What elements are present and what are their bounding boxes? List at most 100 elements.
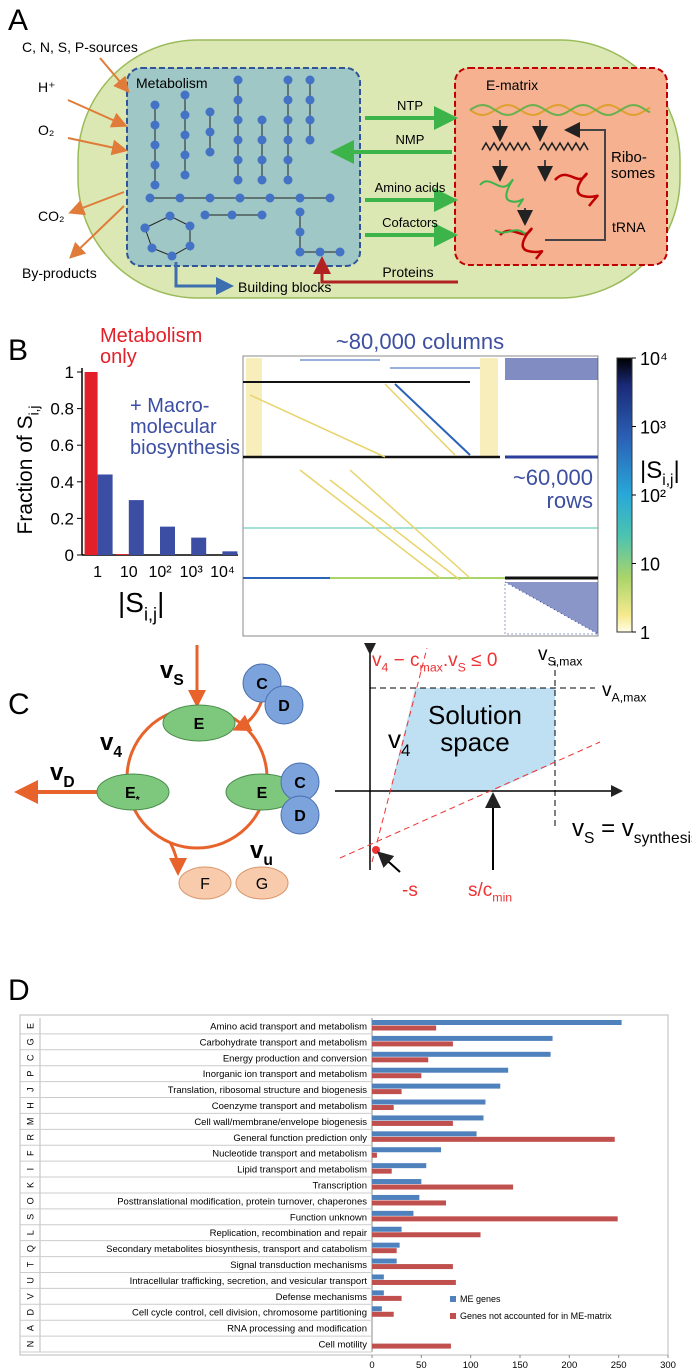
- x-axis-label: |Si,j|: [118, 587, 164, 624]
- input-label: C, N, S, P-sources: [22, 39, 138, 55]
- panel-label: B: [8, 334, 28, 367]
- legend-entry: + Macro-molecular biosynthesis: [130, 395, 241, 459]
- bar: [372, 1089, 402, 1095]
- metabolite: [283, 75, 293, 85]
- category-code: K: [25, 1182, 35, 1188]
- flux-label: vS: [160, 657, 184, 689]
- exchange-label: Cofactors: [382, 215, 438, 230]
- flux-label: vD: [50, 759, 75, 791]
- bar: [97, 474, 113, 555]
- enzyme-label: E: [194, 716, 205, 733]
- mrna: [481, 141, 531, 152]
- colorbar-tick-label: 1: [640, 623, 650, 643]
- category-code: Q: [25, 1245, 35, 1252]
- cofactor: [264, 685, 304, 725]
- bar: [84, 372, 98, 555]
- category-code: D: [25, 1308, 35, 1315]
- category-code: U: [25, 1277, 35, 1284]
- subscript: min: [492, 891, 512, 905]
- ribosome: [499, 227, 544, 260]
- y-tick-label: Cell cycle control, cell division, chrom…: [132, 1308, 367, 1319]
- e-matrix-label: E-matrix: [486, 77, 538, 93]
- subscript: u: [263, 852, 273, 869]
- y-tick-label: Lipid transport and metabolism: [237, 1165, 367, 1176]
- x-tick-label: 10⁴: [210, 564, 235, 581]
- cofactor-label: D: [278, 698, 290, 715]
- colorbar-tick-label: 10⁴: [640, 349, 668, 369]
- input-label: CO₂: [38, 208, 64, 224]
- y-tick-label: 0: [65, 546, 74, 565]
- bar: [372, 1179, 422, 1185]
- bar: [372, 1232, 481, 1238]
- y-tick-label: Transcription: [312, 1181, 367, 1192]
- y-axis-label: Fraction of Si,j: [14, 406, 41, 535]
- cofactor-label: D: [294, 808, 306, 825]
- category-code: R: [25, 1134, 35, 1141]
- bar: [372, 1168, 392, 1174]
- input-arrow: [99, 57, 130, 94]
- x-tick-label: 200: [561, 1360, 577, 1371]
- text-part: v: [602, 680, 612, 701]
- matrix-block: [505, 358, 598, 380]
- y-tick-label: Coenzyme transport and metabolism: [212, 1101, 367, 1112]
- bar: [372, 1163, 427, 1169]
- x-tick-label: 150: [512, 1360, 528, 1371]
- category-code: I: [25, 1168, 35, 1171]
- metabolite: [180, 150, 190, 160]
- constraint-line: [371, 647, 428, 863]
- y-tick-label: RNA processing and modification: [227, 1324, 367, 1335]
- bar: [372, 1067, 509, 1073]
- metabolite: [283, 95, 293, 105]
- metabolite: [233, 135, 243, 145]
- metabolite: [235, 193, 245, 203]
- metabolite: [257, 175, 267, 185]
- category-code: N: [25, 1341, 35, 1348]
- metabolite: [227, 210, 237, 220]
- bar: [372, 1210, 414, 1216]
- colorbar-label: |Si,j|: [640, 457, 680, 489]
- bar: [372, 1200, 446, 1206]
- bar: [372, 1216, 618, 1222]
- metabolite: [233, 75, 243, 85]
- metabolite: [295, 247, 305, 257]
- text-part: |S: [640, 457, 662, 484]
- legend-label: Genes not accounted for in ME-matrix: [460, 1311, 612, 1321]
- text-part: v: [572, 815, 584, 842]
- y-tick-label: Function unknown: [290, 1212, 367, 1223]
- bar: [372, 1051, 551, 1057]
- x-tick-label: 10: [120, 564, 138, 581]
- category-code: L: [25, 1230, 35, 1235]
- metabolite: [335, 247, 345, 257]
- metabolite: [257, 210, 267, 220]
- metabolite: [315, 247, 325, 257]
- solution-region: [390, 688, 555, 791]
- text-part: v: [372, 650, 382, 671]
- metabolite: [180, 130, 190, 140]
- metabolite: [257, 155, 267, 165]
- bar: [372, 1073, 422, 1079]
- bar: [372, 1258, 397, 1264]
- exchange-label: Amino acids: [375, 180, 446, 195]
- text-part: E: [125, 785, 136, 802]
- intercept-label: s/cmin: [468, 880, 512, 905]
- metabolite: [185, 221, 195, 231]
- axis-label: v4: [388, 724, 410, 760]
- metabolite: [233, 155, 243, 165]
- y-tick-label: Amino acid transport and metabolism: [210, 1021, 367, 1032]
- category-code: C: [25, 1054, 35, 1061]
- bar: [372, 1290, 384, 1296]
- metabolite: [175, 193, 185, 203]
- bar: [372, 1057, 429, 1063]
- cofactor-arrow: [232, 699, 264, 732]
- exchange-label: NTP: [397, 98, 423, 113]
- bar: [372, 1025, 437, 1031]
- subscript: max: [420, 661, 444, 675]
- metabolite: [325, 193, 335, 203]
- metabolite: [205, 107, 215, 117]
- subscript: S: [584, 830, 594, 847]
- text-part: .v: [443, 650, 458, 671]
- metabolite: [295, 193, 305, 203]
- dna: [469, 103, 651, 117]
- subscript: *: [136, 795, 141, 806]
